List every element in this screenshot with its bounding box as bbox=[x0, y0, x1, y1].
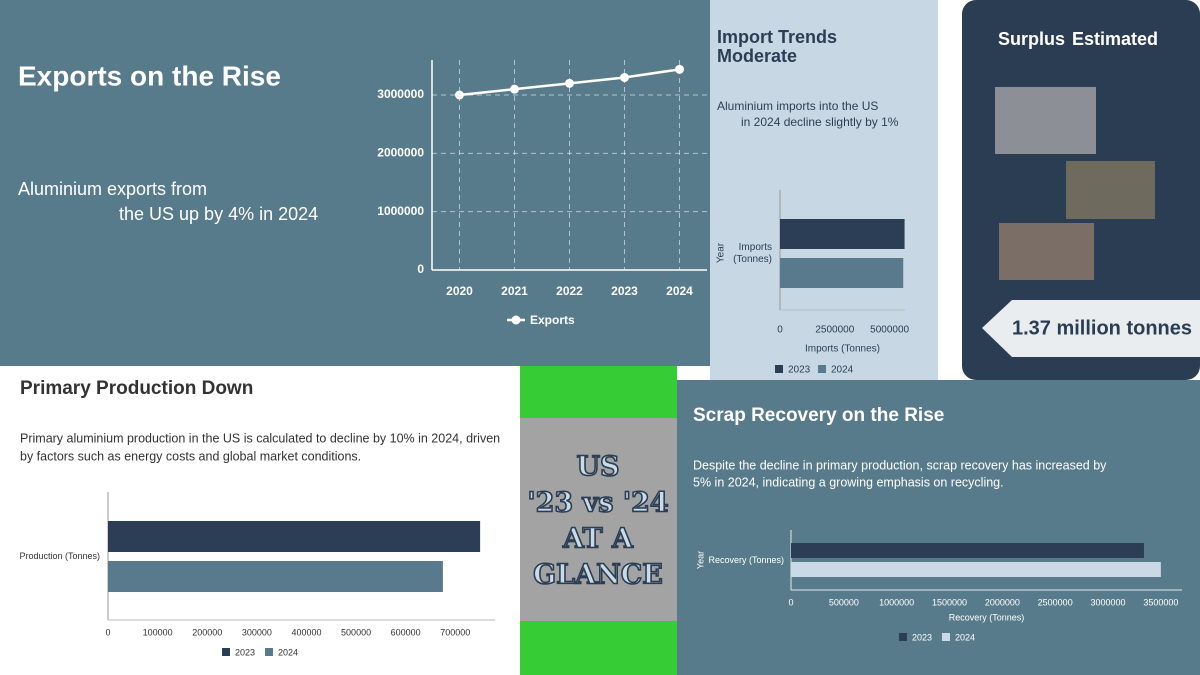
x-tick-label: 2024 bbox=[666, 284, 693, 298]
x-tick-label: 1000000 bbox=[879, 597, 914, 607]
production-panel bbox=[0, 366, 520, 675]
x-tick-label: 600000 bbox=[391, 627, 421, 637]
legend-swatch bbox=[818, 365, 826, 373]
x-tick-label: 3000000 bbox=[1091, 597, 1126, 607]
x-tick-label: 700000 bbox=[440, 627, 470, 637]
x-tick-label: 400000 bbox=[291, 627, 321, 637]
x-axis-label: Recovery (Tonnes) bbox=[949, 612, 1025, 622]
surplus-title-suffix: Estimated bbox=[1072, 29, 1158, 49]
divider bbox=[938, 0, 962, 380]
legend-label: 2023 bbox=[788, 365, 811, 376]
chart-subtitle: Aluminium imports into the US bbox=[717, 99, 878, 113]
chart-title-box: Import Trends Moderate bbox=[717, 28, 838, 66]
banner-line: '23 vs '24 bbox=[527, 488, 668, 519]
bar bbox=[780, 258, 904, 288]
chart-subtitle: Aluminium exports from bbox=[18, 179, 207, 199]
legend-label: Exports bbox=[530, 313, 575, 327]
point bbox=[620, 73, 629, 82]
legend-label: 2024 bbox=[955, 632, 975, 642]
legend-swatch bbox=[265, 648, 273, 656]
bar bbox=[791, 543, 1144, 558]
legend-swatch bbox=[222, 648, 230, 656]
x-tick-label: 2020 bbox=[446, 284, 473, 298]
category-label-box: Recovery (Tonnes) bbox=[708, 554, 784, 565]
point bbox=[565, 78, 574, 88]
banner-band bbox=[520, 418, 677, 621]
x-tick-label: 200000 bbox=[192, 627, 222, 637]
chart-title: Exports on the Rise bbox=[18, 60, 281, 91]
x-tick-label: 500000 bbox=[341, 627, 371, 637]
y-tick-label: 2000000 bbox=[377, 146, 424, 160]
y-tick-label: 0 bbox=[417, 262, 424, 276]
point bbox=[510, 84, 519, 94]
legend-label: 2023 bbox=[235, 647, 255, 657]
y-tick-label: 1000000 bbox=[377, 204, 424, 218]
x-tick-label: 2021 bbox=[501, 284, 528, 298]
point bbox=[675, 64, 684, 74]
x-tick-label: 5000000 bbox=[870, 325, 909, 336]
banner-line: GLANCE bbox=[533, 560, 663, 591]
chart-title: Import Trends Moderate bbox=[717, 28, 838, 66]
exports-panel bbox=[0, 0, 712, 366]
legend-swatch bbox=[899, 633, 907, 641]
banner-line: AT A bbox=[562, 524, 634, 555]
surplus-value: 1.37 million tonnes bbox=[1012, 317, 1192, 339]
legend-label: 2024 bbox=[831, 365, 854, 376]
legend-swatch bbox=[942, 633, 950, 641]
x-tick-label: 100000 bbox=[143, 627, 173, 637]
x-tick-label: 2000000 bbox=[985, 597, 1020, 607]
category-label: Recovery (Tonnes) bbox=[708, 554, 784, 565]
legend-marker bbox=[511, 315, 521, 325]
x-tick-label: 1500000 bbox=[932, 597, 967, 607]
x-tick-label: 500000 bbox=[829, 597, 859, 607]
chart-title: Primary Production Down bbox=[20, 378, 253, 399]
y-axis-label: Year bbox=[695, 551, 705, 569]
legend-label: 2023 bbox=[912, 632, 932, 642]
x-tick-label: 2500000 bbox=[815, 325, 854, 336]
chart-subtitle: in 2024 decline slightly by 1% bbox=[741, 115, 899, 129]
point bbox=[455, 90, 464, 100]
banner-line: US bbox=[576, 452, 619, 483]
y-axis-label: Year bbox=[716, 242, 727, 263]
x-tick-label: 2022 bbox=[556, 284, 583, 298]
chart-subtitle: the US up by 4% in 2024 bbox=[119, 204, 318, 224]
chart-subtitle: Primary aluminium production in the US i… bbox=[20, 431, 500, 445]
chart-title: Scrap Recovery on the Rise bbox=[693, 405, 944, 426]
imports-panel bbox=[710, 0, 938, 380]
photo bbox=[1066, 161, 1155, 219]
x-tick-label: 0 bbox=[105, 627, 110, 637]
bar bbox=[780, 219, 905, 249]
legend-label: 2024 bbox=[278, 647, 298, 657]
chart-subtitle: by factors such as energy costs and glob… bbox=[20, 449, 361, 463]
value-arrow bbox=[982, 300, 1200, 357]
legend-swatch bbox=[775, 365, 783, 373]
x-tick-label: 300000 bbox=[242, 627, 272, 637]
x-tick-label: 2023 bbox=[611, 284, 638, 298]
surplus-title: Surplus bbox=[998, 29, 1065, 49]
photo bbox=[999, 223, 1094, 280]
x-tick-label: 2500000 bbox=[1038, 597, 1073, 607]
bar bbox=[791, 562, 1161, 577]
bar bbox=[108, 521, 481, 552]
category-label-box: Production (Tonnes) bbox=[19, 551, 100, 562]
chart-subtitle: 5% in 2024, indicating a growing emphasi… bbox=[693, 475, 1004, 489]
x-tick-label: 0 bbox=[788, 597, 793, 607]
x-tick-label: 3500000 bbox=[1143, 597, 1178, 607]
y-tick-label: 3000000 bbox=[377, 87, 424, 101]
category-label: Production (Tonnes) bbox=[19, 551, 100, 562]
category-label: Imports (Tonnes) bbox=[733, 241, 772, 265]
chart-subtitle: Despite the decline in primary productio… bbox=[693, 458, 1107, 472]
x-axis-label: Imports (Tonnes) bbox=[805, 344, 880, 355]
bar bbox=[108, 561, 443, 592]
x-tick-label: 0 bbox=[777, 325, 783, 336]
scrap-panel bbox=[677, 380, 1200, 675]
category-label-box: Imports (Tonnes) bbox=[733, 241, 772, 265]
photo bbox=[995, 87, 1096, 154]
